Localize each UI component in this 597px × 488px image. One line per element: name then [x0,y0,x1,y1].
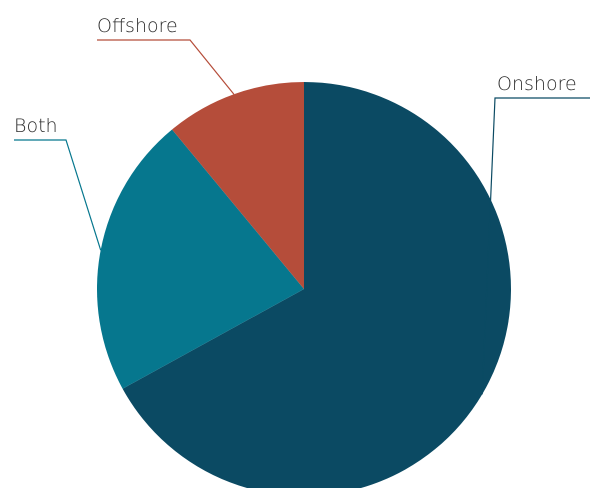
leader-line-onshore [481,97,590,395]
pie-slice-both [96,129,304,389]
slice-label-offshore: Offshore [97,15,178,37]
leader-line-offshore [97,39,235,95]
leader-lines [14,39,590,395]
pie-slice-offshore [172,82,304,289]
leader-line-both [14,139,102,251]
pie-slice-onshore [122,82,511,488]
pie-slices [96,82,511,488]
slice-labels: Onshore Both Offshore [14,15,577,137]
slice-label-onshore: Onshore [497,73,577,95]
slice-label-both: Both [14,115,58,137]
